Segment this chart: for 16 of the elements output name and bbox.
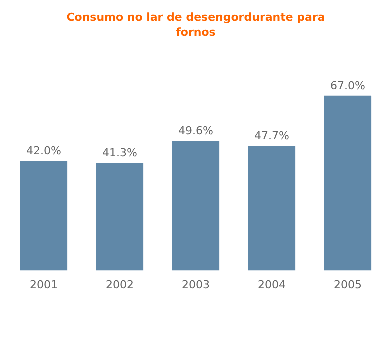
data-label: 47.7% <box>254 130 290 143</box>
x-tick-label: 2001 <box>30 278 58 292</box>
data-label: 67.0% <box>330 79 366 92</box>
data-label: 42.0% <box>26 144 62 158</box>
chart-title: Consumo no lar de desengordurante para fornos <box>66 10 326 40</box>
bar <box>324 96 372 271</box>
bar <box>96 163 144 271</box>
data-label: 49.6% <box>178 124 214 138</box>
x-tick-label: 2005 <box>334 278 362 292</box>
bar <box>20 161 68 271</box>
bar <box>172 141 220 271</box>
x-tick-label: 2002 <box>106 278 134 292</box>
bar <box>248 146 296 271</box>
x-tick-label: 2003 <box>182 278 210 292</box>
data-label: 41.3% <box>102 146 138 160</box>
x-tick-label: 2004 <box>258 278 286 292</box>
